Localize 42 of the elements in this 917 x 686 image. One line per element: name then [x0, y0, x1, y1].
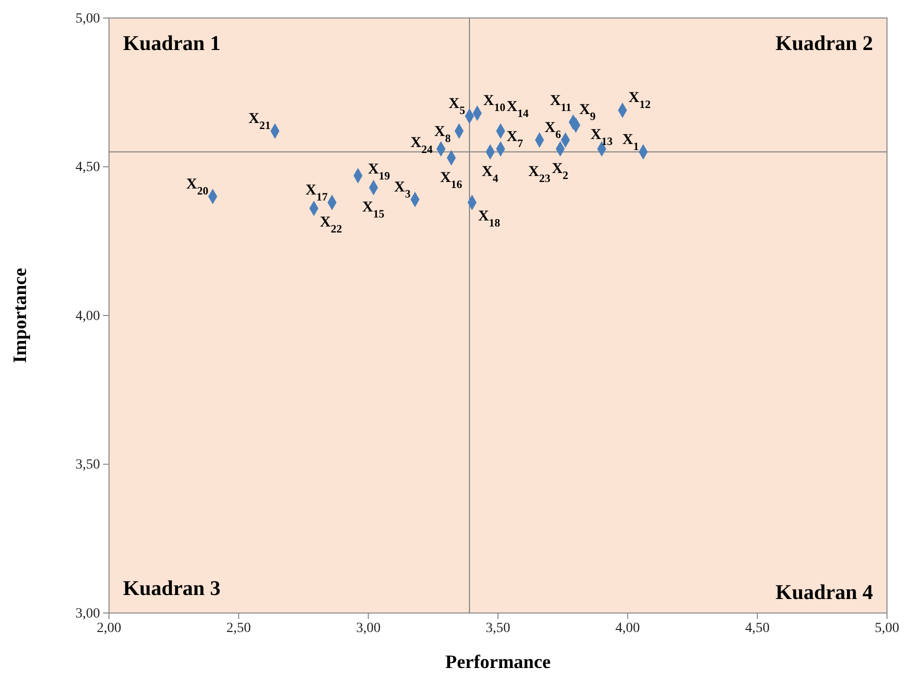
- annotation: X$_{12}$: [628, 90, 651, 112]
- annotation: X$_{9}$: [579, 102, 596, 124]
- y-tick-label: 5,00: [76, 11, 100, 26]
- annotation: X$_{1}$: [622, 132, 640, 153]
- annotation: X$_{3}$: [394, 179, 412, 200]
- x-tick-label: 4,50: [745, 620, 770, 636]
- annotation: X$_{14}$: [506, 99, 530, 120]
- annotation: X$_{24}$: [410, 134, 433, 156]
- annotation: X$_{22}$: [320, 214, 342, 236]
- y-tick-label: 4,50: [76, 160, 100, 176]
- annotation: Kuadran 2: [776, 31, 873, 55]
- y-tick-label: 3,50: [76, 458, 100, 473]
- annotation: X$_{2}$: [552, 160, 569, 182]
- y-tick-label: 3,00: [76, 606, 100, 622]
- annotation: X$_{23}$: [528, 164, 551, 185]
- annotation: X$_{5}$: [448, 96, 466, 118]
- annotation: X$_{18}$: [478, 208, 501, 230]
- annotation: Kuadran 1: [123, 31, 220, 55]
- annotation: X$_{8}$: [434, 124, 452, 146]
- annotation: X$_{11}$: [550, 93, 572, 114]
- annotation: X$_{19}$: [368, 162, 390, 183]
- annotation: X$_{21}$: [248, 111, 271, 132]
- annotation: Kuadran 3: [123, 576, 220, 600]
- annotation: X$_{15}$: [362, 200, 385, 221]
- x-tick-label: 4,00: [615, 620, 640, 636]
- x-axis-title: Performance: [445, 652, 551, 673]
- annotation: X$_{16}$: [440, 170, 463, 191]
- annotation: X$_{6}$: [544, 120, 562, 141]
- annotation: Kuadran 4: [776, 580, 874, 604]
- annotation: X$_{20}$: [186, 176, 209, 198]
- x-tick-label: 3,50: [486, 620, 510, 636]
- annotation: X$_{17}$: [306, 182, 328, 204]
- annotation: X$_{4}$: [482, 164, 499, 185]
- annotation: X$_{7}$: [506, 128, 524, 150]
- x-tick-label: 2,00: [96, 620, 122, 636]
- annotation: X$_{13}$: [590, 126, 613, 148]
- annotation: X$_{10}$: [483, 93, 506, 114]
- x-tick-label: 2,50: [226, 620, 251, 636]
- y-tick-label: 4,00: [76, 308, 100, 324]
- x-tick-label: 5,00: [874, 620, 900, 636]
- x-tick-label: 3,00: [356, 620, 381, 636]
- y-axis-title: Importance: [10, 268, 31, 363]
